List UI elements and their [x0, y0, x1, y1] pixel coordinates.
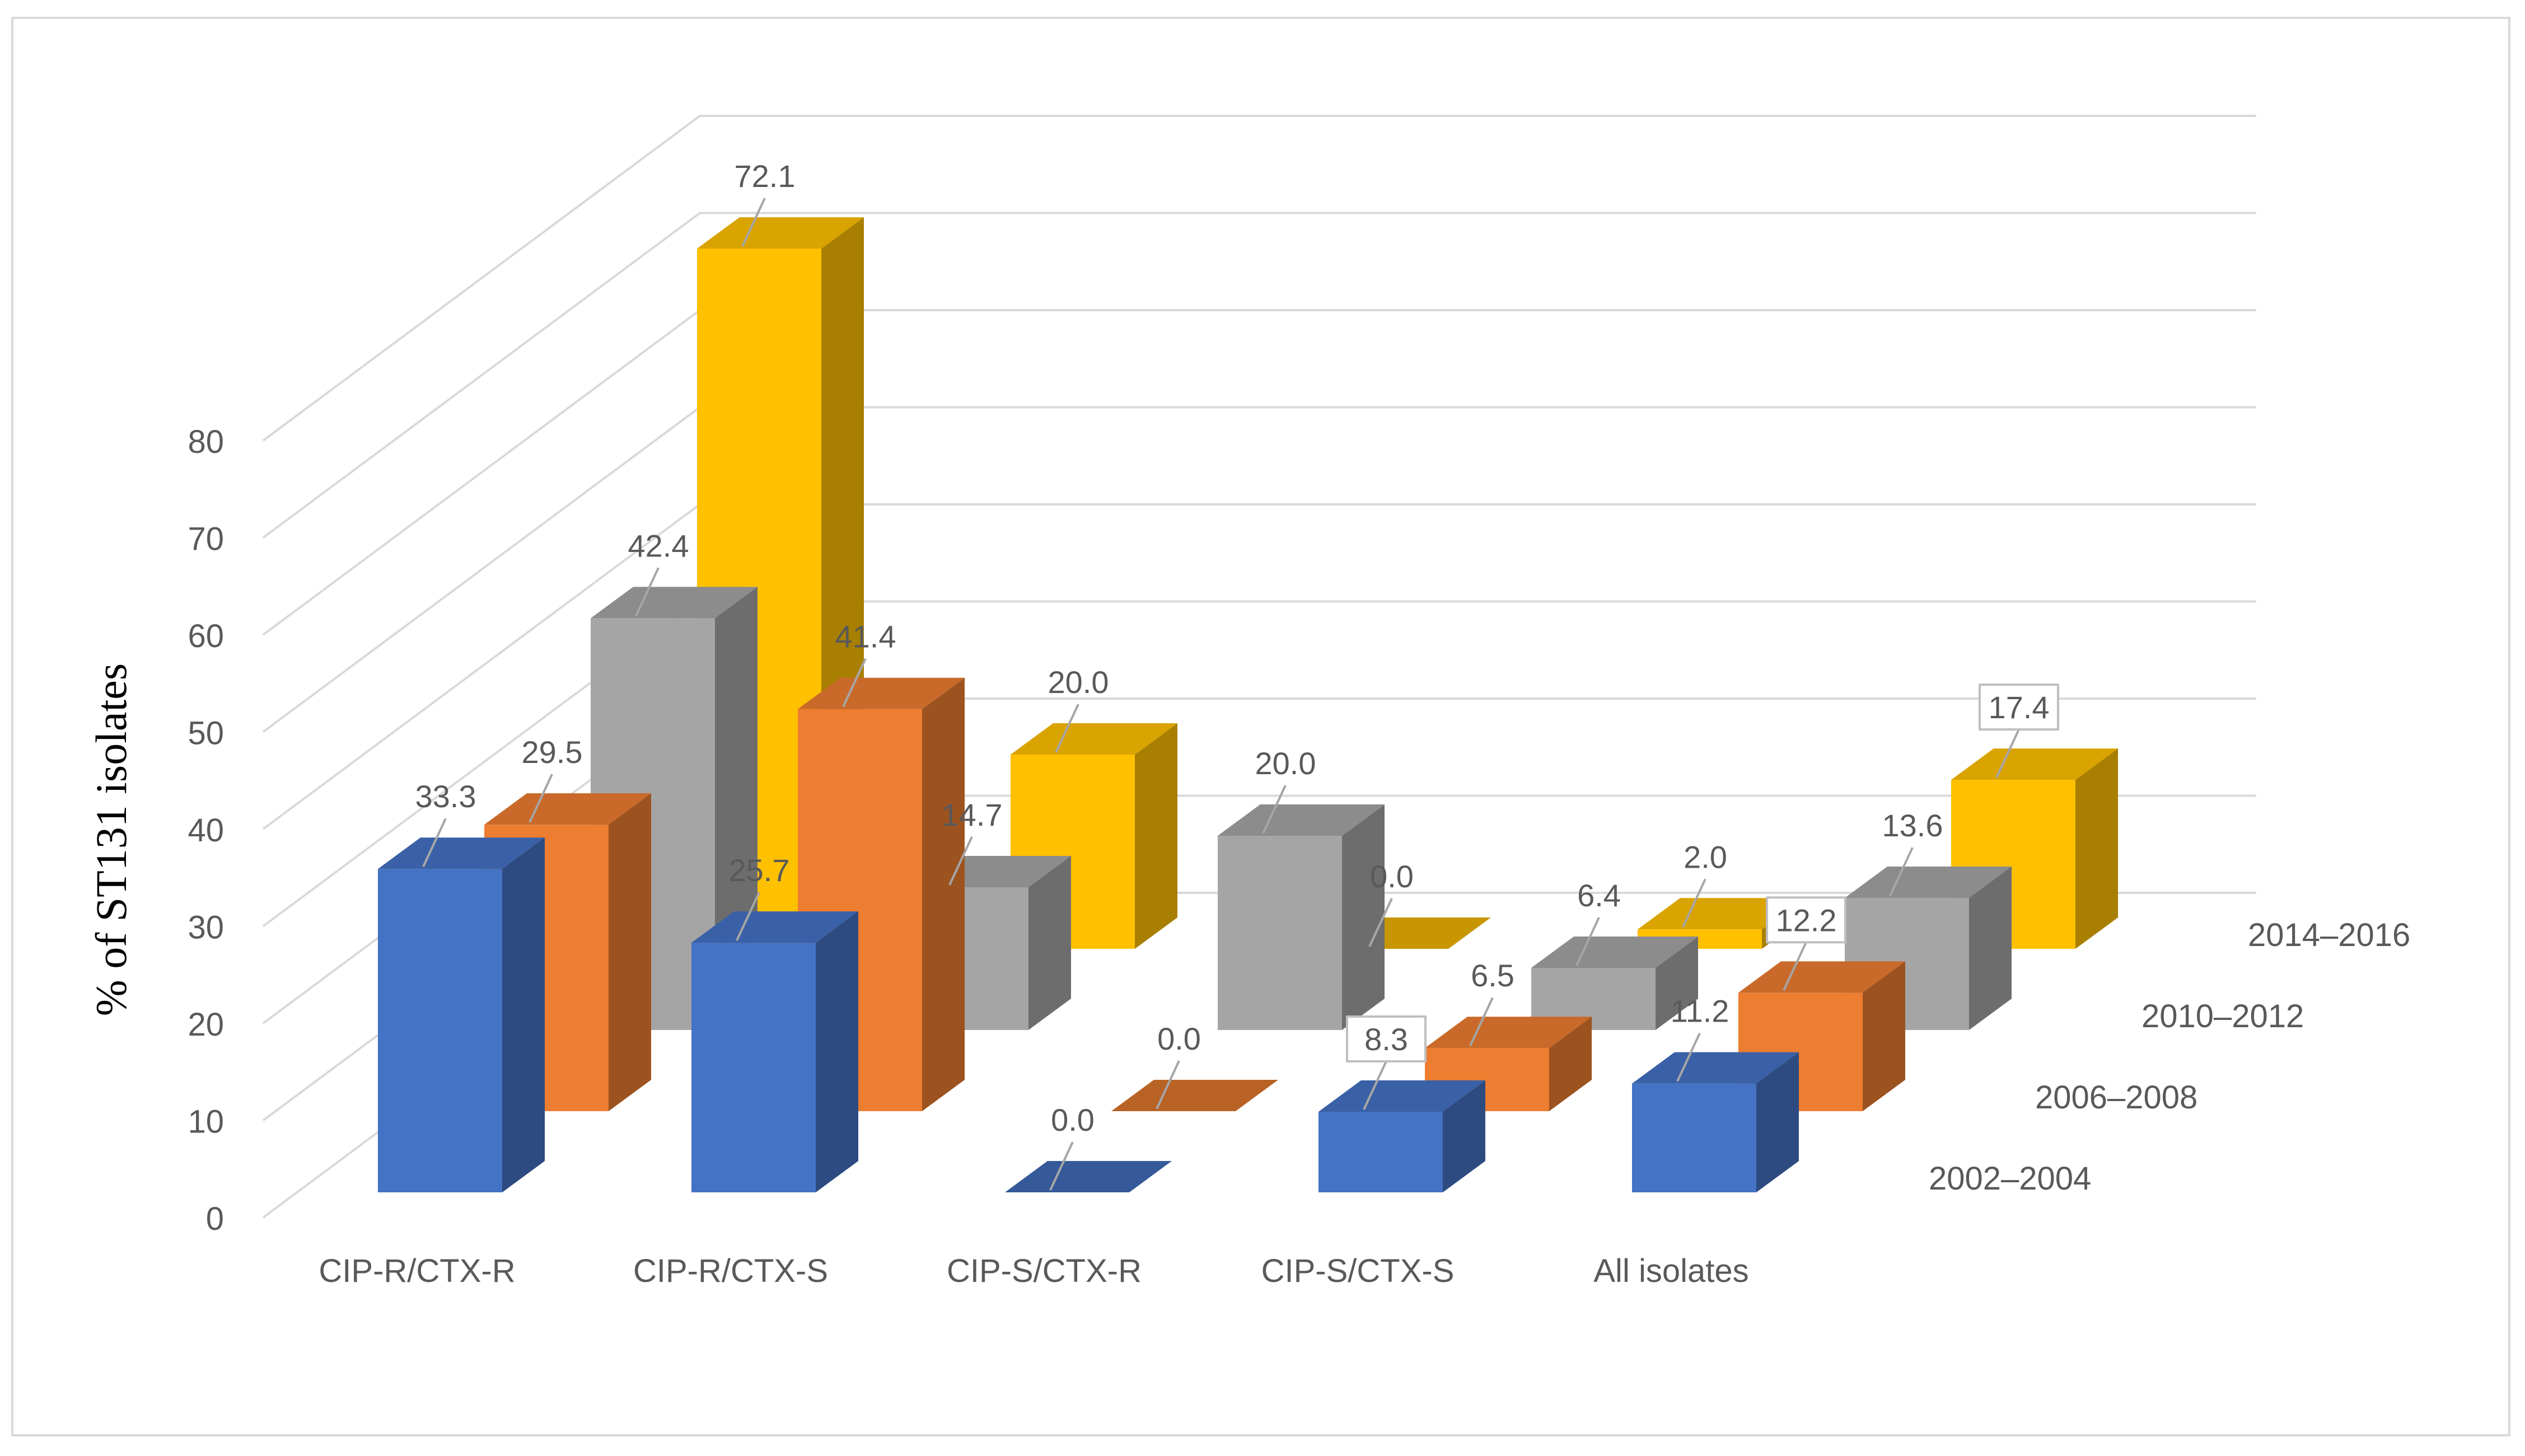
data-label: 14.7	[942, 797, 1003, 832]
bar	[1218, 804, 1385, 1030]
data-label: 72.1	[735, 158, 796, 194]
data-label: 0.0	[1157, 1021, 1201, 1056]
data-label-box	[1346, 1015, 1427, 1062]
data-label: 6.4	[1577, 878, 1621, 913]
gridline	[262, 212, 2256, 539]
x-axis-ticks: CIP-R/CTX-R CIP-R/CTX-S CIP-S/CTX-R CIP-S/C…	[319, 1253, 1748, 1289]
data-label: 20.0	[1048, 664, 1109, 700]
y-tick-label: 20	[188, 1006, 224, 1043]
data-label: 0.0	[1051, 1102, 1095, 1137]
data-label: 25.7	[729, 853, 790, 888]
y-tick-label: 40	[188, 812, 224, 849]
bar	[1318, 1080, 1485, 1192]
data-label: 11.2	[1671, 994, 1729, 1029]
bars	[378, 217, 2118, 1192]
bar	[1005, 1161, 1172, 1192]
data-label-box	[1766, 896, 1846, 944]
gridline	[262, 309, 2256, 636]
y-axis-label: % of ST131 isolates	[87, 663, 135, 1016]
gridline	[262, 406, 2256, 733]
data-labels: 72.1 20.0 0.0 2.0 17.4 42.4 14.7 20.0 6.4 13.6 29.…	[415, 158, 2059, 1191]
data-label: 20.0	[1255, 746, 1316, 781]
series-label: 2006–2008	[2035, 1079, 2197, 1116]
data-label-box	[1979, 683, 2059, 731]
bar	[378, 837, 545, 1192]
y-tick-label: 70	[188, 521, 224, 558]
data-label: 0.0	[1370, 859, 1414, 894]
x-tick-label: All isolates	[1593, 1253, 1748, 1289]
x-tick-label: CIP-S/CTX-S	[1261, 1253, 1455, 1289]
data-label: 29.5	[522, 734, 583, 770]
y-tick-label: 0	[206, 1201, 224, 1237]
bar	[691, 911, 858, 1192]
bar	[1951, 748, 2118, 949]
bar	[1632, 1052, 1799, 1192]
data-label: 41.4	[835, 619, 896, 654]
data-label: 12.2	[1776, 902, 1837, 938]
data-label: 13.6	[1882, 808, 1943, 843]
chart-frame	[11, 17, 2510, 1436]
x-tick-label: CIP-S/CTX-R	[947, 1253, 1142, 1289]
y-tick-label: 30	[188, 910, 224, 946]
series-label: 2002–2004	[1929, 1160, 2091, 1197]
data-label: 8.3	[1364, 1022, 1408, 1057]
bar	[1425, 1017, 1592, 1111]
data-label: 2.0	[1684, 839, 1727, 874]
data-label: 33.3	[415, 779, 476, 814]
y-axis-ticks: 0 10 20 30 40 50 60 70 80	[188, 424, 224, 1237]
series-label: 2010–2012	[2141, 998, 2304, 1034]
x-tick-label: CIP-R/CTX-S	[633, 1253, 828, 1289]
series-label: 2014–2016	[2248, 917, 2410, 953]
data-label: 42.4	[628, 528, 689, 563]
series-depth-labels: 2002–2004 2006–2008 2010–2012 2014–2016	[1929, 917, 2410, 1197]
y-tick-label: 10	[188, 1104, 224, 1140]
data-label: 6.5	[1471, 958, 1514, 993]
gridline	[262, 115, 2256, 442]
bar	[1111, 1080, 1278, 1111]
y-tick-label: 50	[188, 715, 224, 752]
x-tick-label: CIP-R/CTX-R	[319, 1253, 515, 1289]
y-tick-label: 60	[188, 618, 224, 654]
bar	[1011, 723, 1177, 949]
y-tick-label: 80	[188, 424, 224, 460]
data-label: 17.4	[1989, 690, 2050, 725]
bar	[1531, 936, 1698, 1030]
